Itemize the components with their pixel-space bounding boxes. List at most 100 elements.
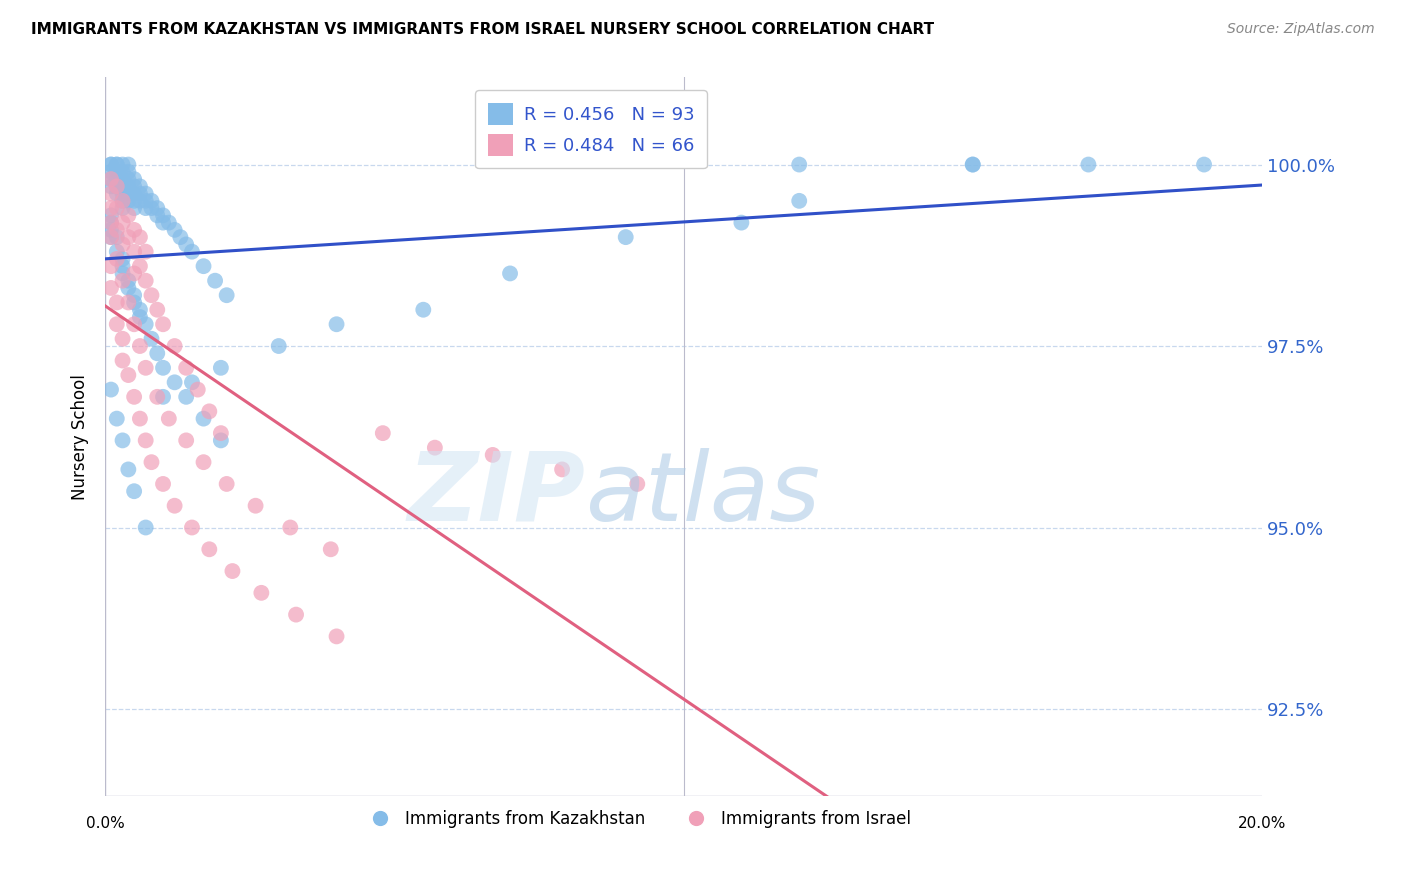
Point	[100, 230, 122, 244]
Point	[117, 157, 139, 171]
Point	[105, 165, 128, 179]
Point	[146, 208, 169, 222]
Point	[135, 244, 157, 259]
Point	[187, 383, 209, 397]
Point	[135, 520, 157, 534]
Point	[111, 165, 134, 179]
Point	[117, 295, 139, 310]
Point	[1077, 157, 1099, 171]
Point	[129, 194, 152, 208]
Point	[152, 360, 174, 375]
Text: 20.0%: 20.0%	[1237, 816, 1286, 831]
Point	[215, 288, 238, 302]
Point	[122, 390, 145, 404]
Point	[111, 172, 134, 186]
Point	[198, 542, 221, 557]
Point	[129, 411, 152, 425]
Point	[122, 484, 145, 499]
Text: IMMIGRANTS FROM KAZAKHSTAN VS IMMIGRANTS FROM ISRAEL NURSERY SCHOOL CORRELATION : IMMIGRANTS FROM KAZAKHSTAN VS IMMIGRANTS…	[31, 22, 934, 37]
Point	[152, 216, 174, 230]
Point	[105, 318, 128, 332]
Point	[141, 194, 163, 208]
Point	[100, 281, 122, 295]
Point	[163, 376, 186, 390]
Point	[626, 477, 648, 491]
Point	[215, 477, 238, 491]
Point	[100, 216, 122, 230]
Point	[129, 186, 152, 201]
Point	[122, 201, 145, 215]
Point	[111, 353, 134, 368]
Point	[135, 274, 157, 288]
Point	[117, 179, 139, 194]
Point	[122, 223, 145, 237]
Point	[111, 267, 134, 281]
Point	[730, 216, 752, 230]
Point	[481, 448, 503, 462]
Point	[100, 165, 122, 179]
Point	[787, 194, 810, 208]
Point	[100, 223, 122, 237]
Point	[209, 360, 232, 375]
Point	[111, 201, 134, 215]
Point	[100, 383, 122, 397]
Point	[111, 332, 134, 346]
Point	[152, 208, 174, 222]
Point	[100, 208, 122, 222]
Point	[181, 376, 204, 390]
Y-axis label: Nursery School: Nursery School	[72, 374, 89, 500]
Point	[111, 194, 134, 208]
Point	[100, 230, 122, 244]
Point	[111, 252, 134, 266]
Point	[169, 230, 191, 244]
Point	[122, 172, 145, 186]
Point	[129, 259, 152, 273]
Point	[325, 318, 347, 332]
Point	[122, 267, 145, 281]
Point	[193, 259, 215, 273]
Point	[100, 186, 122, 201]
Text: 0.0%: 0.0%	[86, 816, 125, 831]
Point	[371, 426, 394, 441]
Point	[319, 542, 342, 557]
Point	[111, 194, 134, 208]
Point	[117, 230, 139, 244]
Point	[245, 499, 267, 513]
Point	[163, 499, 186, 513]
Point	[325, 629, 347, 643]
Point	[193, 455, 215, 469]
Point	[267, 339, 290, 353]
Text: atlas: atlas	[585, 448, 820, 541]
Point	[105, 186, 128, 201]
Point	[198, 404, 221, 418]
Point	[135, 186, 157, 201]
Point	[111, 186, 134, 201]
Point	[174, 237, 197, 252]
Point	[100, 172, 122, 186]
Point	[100, 157, 122, 171]
Point	[129, 310, 152, 324]
Point	[100, 179, 122, 194]
Point	[135, 194, 157, 208]
Point	[152, 318, 174, 332]
Point	[141, 201, 163, 215]
Point	[117, 368, 139, 382]
Point	[423, 441, 446, 455]
Point	[141, 288, 163, 302]
Point	[181, 244, 204, 259]
Point	[111, 179, 134, 194]
Point	[105, 411, 128, 425]
Text: Source: ZipAtlas.com: Source: ZipAtlas.com	[1227, 22, 1375, 37]
Point	[117, 274, 139, 288]
Point	[135, 318, 157, 332]
Point	[141, 455, 163, 469]
Point	[117, 172, 139, 186]
Point	[250, 586, 273, 600]
Point	[105, 157, 128, 171]
Point	[163, 339, 186, 353]
Point	[174, 390, 197, 404]
Point	[111, 157, 134, 171]
Text: ZIP: ZIP	[408, 448, 585, 541]
Point	[117, 462, 139, 476]
Point	[204, 274, 226, 288]
